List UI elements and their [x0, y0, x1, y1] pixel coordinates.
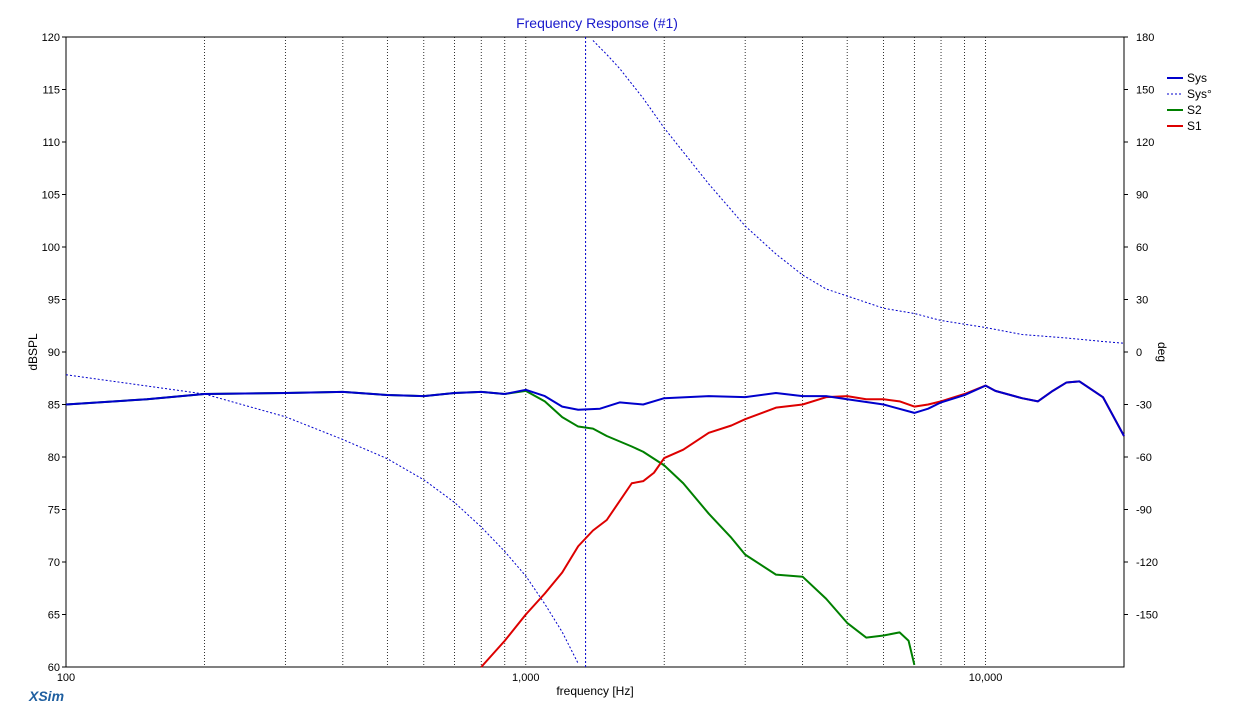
bottom-axis: 100 1,000 10,000: [57, 672, 1003, 684]
right-tick-label: 150: [1136, 85, 1154, 97]
left-tick-label: 60: [48, 662, 60, 674]
left-tick-label: 70: [48, 557, 60, 569]
x-axis-label: frequency [Hz]: [556, 684, 633, 698]
right-tick-label: 180: [1136, 32, 1154, 44]
series-line-s2: [65, 389, 916, 666]
left-tick-label: 80: [48, 452, 60, 464]
right-tick-label: 60: [1136, 242, 1148, 254]
grid-lines: [204, 37, 986, 667]
series-line-sys-phase: [592, 40, 1125, 344]
right-tick-label: 30: [1136, 295, 1148, 307]
legend-label: Sys°: [1187, 87, 1212, 101]
left-tick-label: 75: [48, 505, 60, 517]
left-tick-label: 110: [42, 137, 60, 149]
left-tick-label: 85: [48, 400, 60, 412]
right-tick-label: 0: [1136, 347, 1142, 359]
left-tick-label: 105: [42, 190, 60, 202]
plot-frame: [65, 36, 1125, 668]
x-tick-label: 1,000: [512, 672, 540, 684]
right-tick-label: -120: [1136, 557, 1158, 569]
left-tick-label: 90: [48, 347, 60, 359]
chart-title: Frequency Response (#1): [516, 15, 678, 31]
right-tick-label: -30: [1136, 400, 1152, 412]
y-axis-label: dBSPL: [26, 333, 40, 371]
legend-label: Sys: [1187, 71, 1207, 85]
left-tick-label: 115: [42, 85, 60, 97]
left-tick-label: 95: [48, 295, 60, 307]
series-line-sys-phase: [65, 374, 579, 664]
left-tick-label: 120: [42, 32, 60, 44]
legend: Sys Sys° S2 S1: [1167, 71, 1212, 133]
series-lines: [65, 37, 1125, 668]
x-tick-label: 100: [57, 672, 75, 684]
left-tick-label: 65: [48, 610, 60, 622]
left-axis: 60 65 70 75 80 85 90 95 100 105 110 115 120: [42, 32, 66, 674]
right-tick-label: 90: [1136, 190, 1148, 202]
legend-label: S2: [1187, 103, 1202, 117]
y-axis-label-right: deg: [1155, 342, 1169, 362]
legend-label: S1: [1187, 119, 1202, 133]
series-line-sys: [65, 380, 1125, 437]
right-tick-label: 120: [1136, 137, 1154, 149]
right-tick-label: -90: [1136, 505, 1152, 517]
xsim-brand-logo: XSim: [29, 688, 65, 704]
right-tick-label: -60: [1136, 452, 1152, 464]
right-tick-label: -150: [1136, 610, 1158, 622]
left-tick-label: 100: [42, 242, 60, 254]
right-axis: -150 -120 -90 -60 -30 0 30 60 90 120 150 180: [1124, 32, 1158, 622]
x-tick-label: 10,000: [969, 672, 1003, 684]
